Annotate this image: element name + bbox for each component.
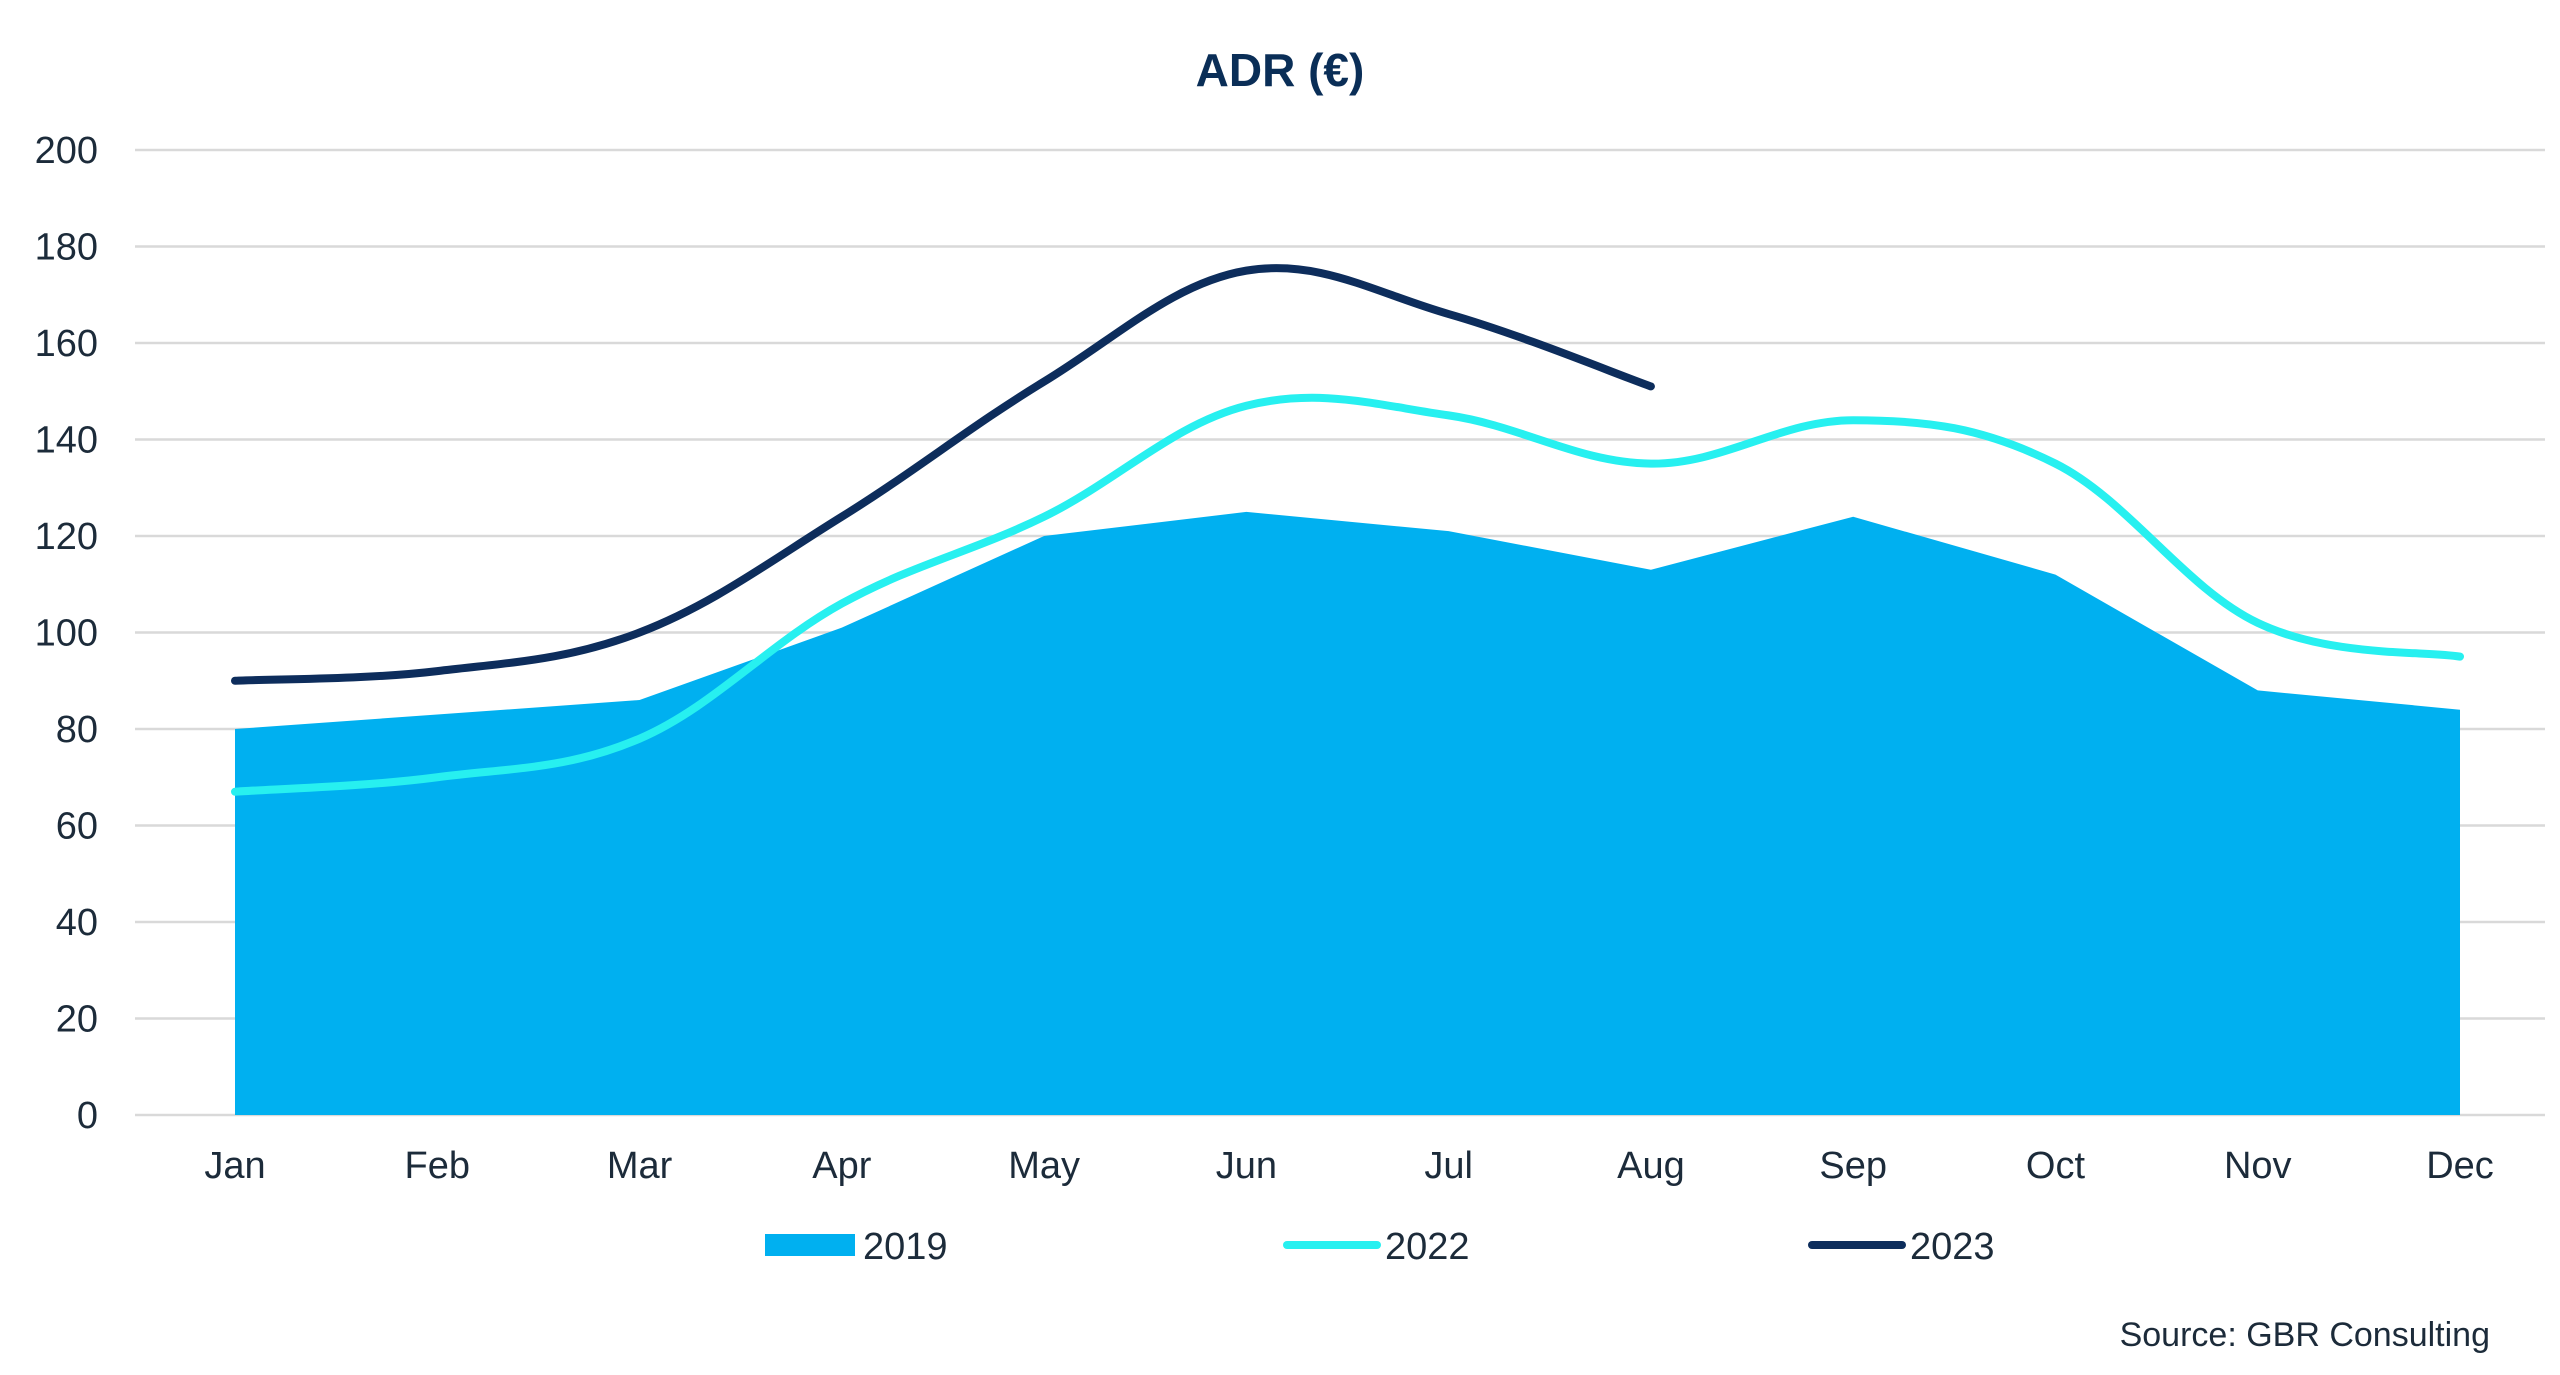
x-tick-label: May xyxy=(1008,1145,1080,1187)
x-tick-label: Apr xyxy=(812,1145,871,1187)
x-tick-label: Jun xyxy=(1216,1145,1277,1187)
source-note: Source: GBR Consulting xyxy=(2120,1316,2490,1354)
area-series-layer xyxy=(235,511,2460,1115)
x-tick-label: Oct xyxy=(2026,1145,2086,1187)
y-tick-label: 0 xyxy=(77,1095,98,1137)
legend-label-2023: 2023 xyxy=(1910,1226,1995,1268)
legend: 2019 2022 2023 xyxy=(765,1226,1995,1268)
line-series-layer xyxy=(231,264,2464,796)
legend-label-2019: 2019 xyxy=(863,1226,948,1268)
x-tick-label: Mar xyxy=(607,1145,673,1187)
x-tick-label: Jul xyxy=(1424,1145,1473,1187)
y-tick-label: 100 xyxy=(35,613,98,655)
chart-title: ADR (€) xyxy=(1196,44,1365,96)
x-tick-label: Feb xyxy=(405,1145,470,1187)
x-axis-ticks: Jan Feb Mar Apr May Jun Jul Aug Sep Oct Nov Dec xyxy=(204,1145,2493,1187)
x-tick-label: Nov xyxy=(2224,1145,2292,1187)
y-tick-label: 160 xyxy=(35,323,98,365)
y-axis-ticks: 0 20 40 60 80 100 120 140 160 180 200 xyxy=(35,130,98,1137)
y-tick-label: 20 xyxy=(56,999,98,1041)
x-tick-label: Dec xyxy=(2426,1145,2494,1187)
series-2022-line xyxy=(231,393,2464,796)
series-2019-area xyxy=(235,511,2460,1115)
x-tick-label: Sep xyxy=(1819,1145,1887,1187)
y-tick-label: 180 xyxy=(35,227,98,269)
series-2023-line xyxy=(231,264,1655,685)
y-tick-label: 140 xyxy=(35,420,98,462)
x-tick-label: Aug xyxy=(1617,1145,1685,1187)
legend-label-2022: 2022 xyxy=(1385,1226,1470,1268)
x-tick-label: Jan xyxy=(204,1145,265,1187)
y-tick-label: 80 xyxy=(56,709,98,751)
y-tick-label: 60 xyxy=(56,806,98,848)
legend-swatch-2019 xyxy=(765,1234,855,1256)
y-tick-label: 40 xyxy=(56,902,98,944)
y-tick-label: 200 xyxy=(35,130,98,172)
y-tick-label: 120 xyxy=(35,516,98,558)
